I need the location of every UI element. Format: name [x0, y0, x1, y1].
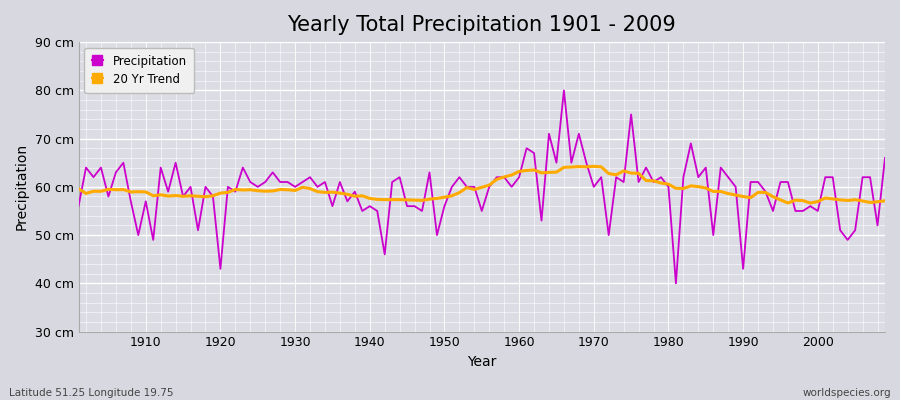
- Legend: Precipitation, 20 Yr Trend: Precipitation, 20 Yr Trend: [85, 48, 194, 93]
- Text: worldspecies.org: worldspecies.org: [803, 388, 891, 398]
- Text: Latitude 51.25 Longitude 19.75: Latitude 51.25 Longitude 19.75: [9, 388, 174, 398]
- Title: Yearly Total Precipitation 1901 - 2009: Yearly Total Precipitation 1901 - 2009: [287, 15, 676, 35]
- Y-axis label: Precipitation: Precipitation: [15, 143, 29, 230]
- X-axis label: Year: Year: [467, 355, 497, 369]
